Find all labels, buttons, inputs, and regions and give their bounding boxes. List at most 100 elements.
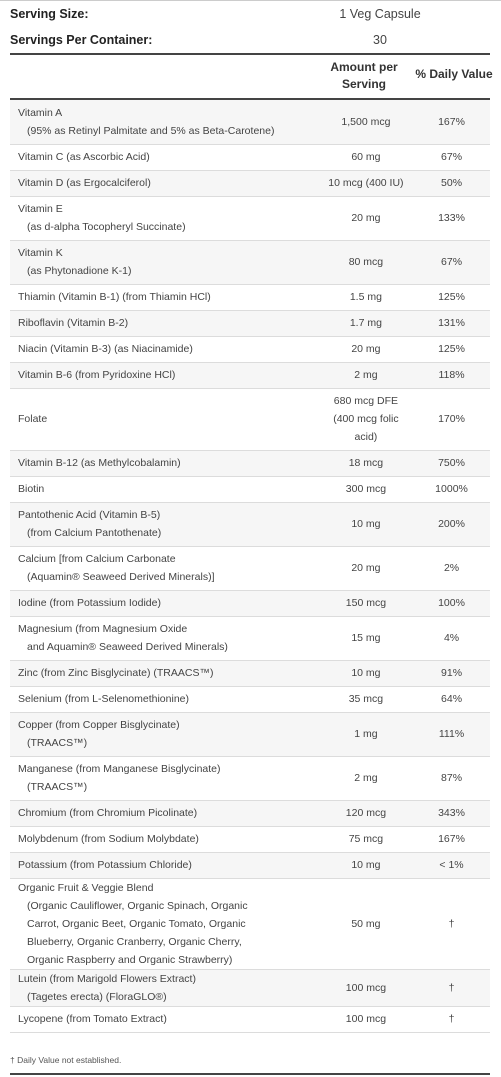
nutrient-name: Vitamin A [18,106,63,119]
nutrient-daily-value: † [413,878,490,970]
nutrient-amount: 10 mg [318,660,414,687]
nutrient-row: Lycopene (from Tomato Extract) 100 mcg † [10,1006,490,1033]
nutrient-name-cell: Thiamin (Vitamin B-1) (from Thiamin HCl) [10,284,319,311]
nutrient-name: Selenium (from L-Selenomethionine) [18,693,189,705]
nutrient-amount: 1,500 mcg [318,100,414,145]
nutrient-source: (TRAACS™) [27,737,88,749]
nutrient-name: Vitamin C (as Ascorbic Acid) [18,151,150,163]
nutrient-name-cell: Calcium [from Calcium Carbonate (Aquamin®… [10,546,319,591]
nutrient-name: Molybdenum (from Sodium Molybdate) [18,833,199,845]
servings-per-container-label: Servings Per Container: [10,33,153,47]
nutrient-row: Zinc (from Zinc Bisglycinate) (TRAACS™) 1… [10,660,490,687]
nutrient-row: Vitamin D (as Ergocalciferol) 10 mcg (400… [10,170,490,197]
nutrient-daily-value: 2% [413,546,490,591]
nutrient-name: Folate [18,413,48,425]
nutrient-amount: 80 mcg [318,240,414,285]
nutrient-name-cell: Selenium (from L-Selenomethionine) [10,686,319,713]
nutrient-daily-value: 50% [413,170,490,197]
nutrient-daily-value: 67% [413,240,490,285]
nutrient-name-cell: Magnesium (from Magnesium Oxide and Aquam… [10,616,319,661]
nutrient-amount: 150 mcg [318,590,414,617]
nutrient-row: Calcium [from Calcium Carbonate (Aquamin®… [10,546,490,591]
nutrient-amount: 35 mcg [318,686,414,713]
nutrient-name-cell: Vitamin E (as d-alpha Tocopheryl Succinat… [10,196,319,241]
nutrient-row: Pantothenic Acid (Vitamin B-5) (from Calc… [10,502,490,547]
nutrient-daily-value: 87% [413,756,490,801]
nutrient-name-cell: Manganese (from Manganese Bisglycinate) (… [10,756,319,801]
nutrient-daily-value: 167% [413,100,490,145]
nutrient-row: Folate 680 mcg DFE (400 mcg folic acid) 17… [10,388,490,451]
nutrient-name: Magnesium (from Magnesium Oxide [18,623,188,635]
nutrient-daily-value: † [413,969,490,1007]
nutrient-row: Molybdenum (from Sodium Molybdate) 75 mcg… [10,826,490,853]
nutrient-source: (95% as Retinyl Palmitate and 5% as Beta… [27,124,275,137]
nutrient-source: and Aquamin® Seaweed Derived Minerals) [27,641,228,653]
serving-size-value: 1 Veg Capsule [339,7,421,21]
nutrient-daily-value: 131% [413,310,490,337]
nutrient-source: (TRAACS™) [27,781,88,793]
nutrient-daily-value: 111% [413,712,490,757]
nutrient-amount: 10 mcg (400 IU) [318,170,414,197]
nutrient-name: Zinc (from Zinc Bisglycinate) (TRAACS™) [18,667,214,679]
nutrient-source: (Tagetes erecta) (FloraGLO®) [27,990,167,1003]
nutrient-amount: 10 mg [318,852,414,879]
nutrient-row: Magnesium (from Magnesium Oxide and Aquam… [10,616,490,661]
nutrient-row: Potassium (from Potassium Chloride) 10 mg… [10,852,490,879]
nutrient-daily-value: † [413,1006,490,1033]
nutrient-amount: 120 mcg [318,800,414,827]
nutrient-name: Vitamin K [18,247,63,259]
column-header: Amount per Serving % Daily Value [10,55,492,98]
nutrient-daily-value: < 1% [413,852,490,879]
nutrient-amount: 1.7 mg [318,310,414,337]
nutrient-amount: 75 mcg [318,826,414,853]
nutrient-name-cell: Vitamin D (as Ergocalciferol) [10,170,319,197]
nutrient-name-cell: Vitamin C (as Ascorbic Acid) [10,144,319,171]
nutrient-amount: 60 mg [318,144,414,171]
nutrient-name-cell: Vitamin K (as Phytonadione K-1) [10,240,319,285]
nutrient-name: Vitamin B-12 (as Methylcobalamin) [18,457,181,469]
nutrient-row: Riboflavin (Vitamin B-2) 1.7 mg 131% [10,310,490,337]
nutrient-source: (as d-alpha Tocopheryl Succinate) [27,221,186,233]
nutrient-daily-value: 67% [413,144,490,171]
nutrient-name: Pantothenic Acid (Vitamin B-5) [18,509,161,521]
nutrient-name: Manganese (from Manganese Bisglycinate) [18,763,221,775]
nutrient-row: Chromium (from Chromium Picolinate) 120 m… [10,800,490,827]
nutrient-row: Lutein (from Marigold Flowers Extract) (T… [10,969,490,1007]
amount-per-serving-header: Amount per Serving [314,59,414,93]
nutrient-row: Organic Fruit & Veggie Blend (Organic Cau… [10,878,490,970]
nutrient-name-cell: Riboflavin (Vitamin B-2) [10,310,319,337]
nutrient-name: Biotin [18,483,45,495]
nutrient-row: Niacin (Vitamin B-3) (as Niacinamide) 20 … [10,336,490,363]
nutrient-row: Vitamin B-12 (as Methylcobalamin) 18 mcg 7… [10,450,490,477]
nutrient-name: Organic Fruit & Veggie Blend [18,881,154,894]
nutrient-amount: 100 mcg [318,1006,414,1033]
nutrient-amount: 20 mg [318,336,414,363]
nutrient-name-cell: Vitamin B-12 (as Methylcobalamin) [10,450,319,477]
nutrient-row: Vitamin E (as d-alpha Tocopheryl Succinat… [10,196,490,241]
footnote: † Daily Value not established. [10,1055,122,1065]
nutrient-daily-value: 200% [413,502,490,547]
nutrient-row: Vitamin K (as Phytonadione K-1) 80 mcg 67% [10,240,490,285]
nutrient-amount: 100 mcg [318,969,414,1007]
nutrient-name-cell: Biotin [10,476,319,503]
nutrient-name-cell: Lutein (from Marigold Flowers Extract) (T… [10,969,319,1007]
daily-value-header: % Daily Value [415,67,493,81]
nutrient-name: Vitamin E [18,203,63,215]
nutrient-name-cell: Pantothenic Acid (Vitamin B-5) (from Calc… [10,502,319,547]
nutrient-name: Riboflavin (Vitamin B-2) [18,317,129,329]
nutrient-row: Vitamin C (as Ascorbic Acid) 60 mg 67% [10,144,490,171]
nutrient-daily-value: 64% [413,686,490,713]
nutrient-daily-value: 133% [413,196,490,241]
nutrient-source: (as Phytonadione K-1) [27,265,132,277]
nutrient-daily-value: 91% [413,660,490,687]
nutrient-name-cell: Zinc (from Zinc Bisglycinate) (TRAACS™) [10,660,319,687]
nutrient-amount: 20 mg [318,546,414,591]
nutrient-name-cell: Niacin (Vitamin B-3) (as Niacinamide) [10,336,319,363]
nutrient-row: Vitamin A (95% as Retinyl Palmitate and 5… [10,100,490,145]
nutrient-amount: 300 mcg [318,476,414,503]
nutrient-name: Niacin (Vitamin B-3) (as Niacinamide) [18,343,193,355]
nutrient-name: Calcium [from Calcium Carbonate [18,553,176,565]
nutrient-amount: 680 mcg DFE (400 mcg folic acid) [318,388,414,451]
nutrient-name: Lycopene (from Tomato Extract) [18,1013,167,1025]
amount-header-line2: Serving [341,77,386,91]
